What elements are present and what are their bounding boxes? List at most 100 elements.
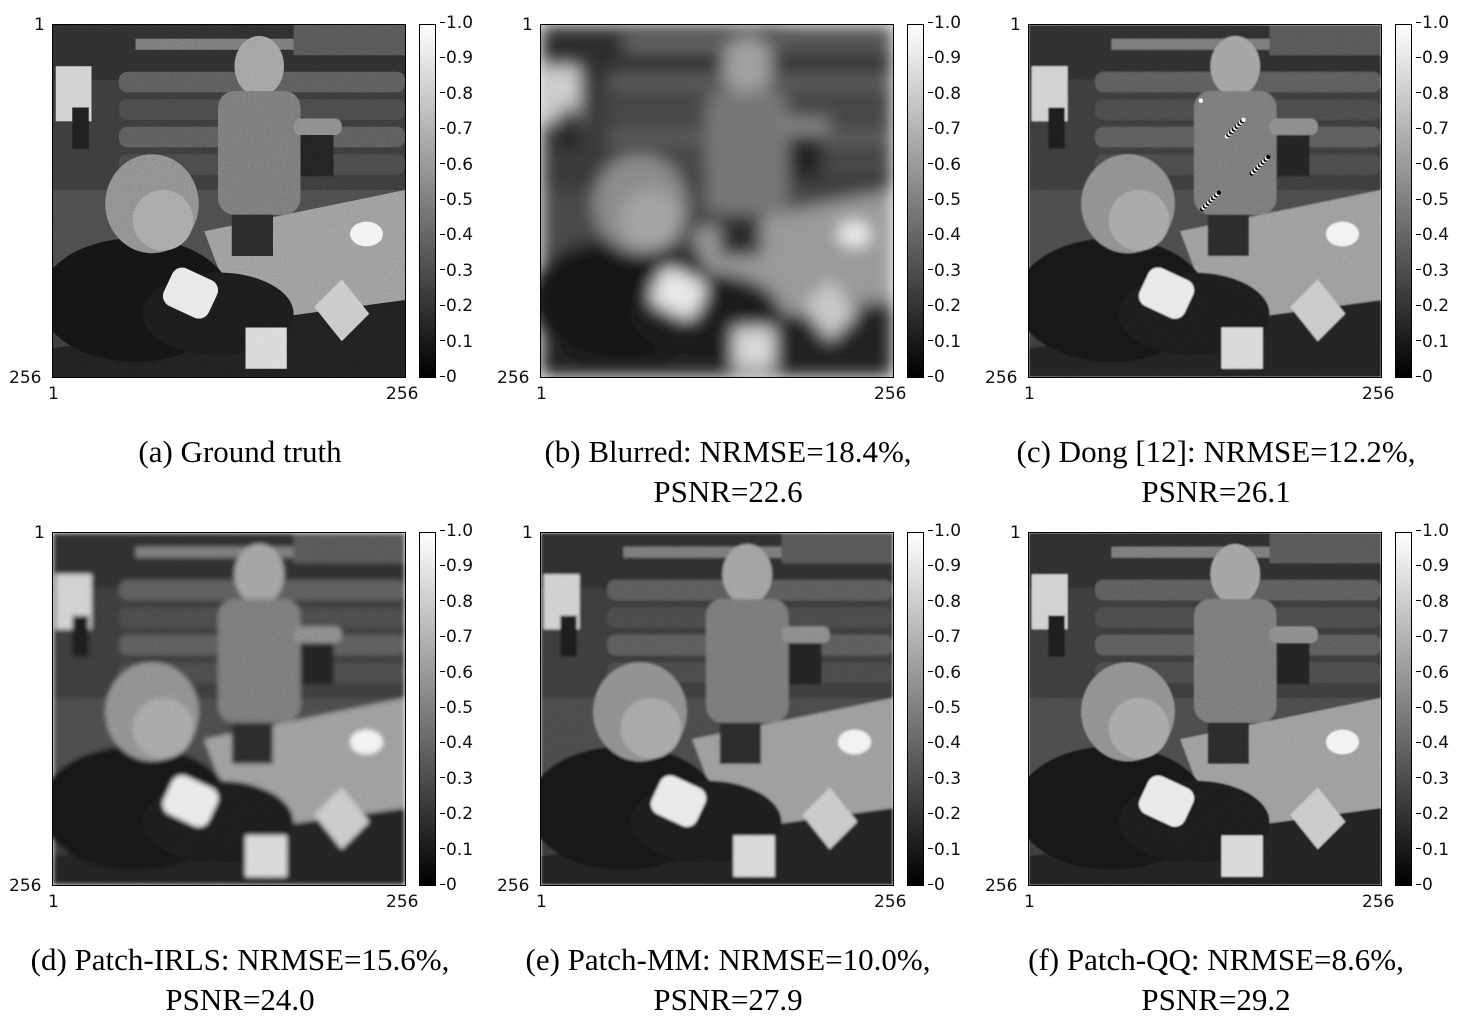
colorbar-tick-label: 0.5: [440, 192, 484, 209]
colorbar-tick-label: 1.0: [1416, 15, 1460, 32]
colorbar-tick-label: 1.0: [1416, 523, 1460, 540]
x-tick-left: 1: [48, 892, 59, 912]
colorbar-tick-label: 0.8: [1416, 593, 1460, 611]
y-tick-bottom: 256: [9, 368, 42, 388]
x-tick-left: 1: [536, 384, 547, 404]
x-tick-left: 1: [1024, 892, 1035, 912]
y-tick-bottom: 256: [985, 368, 1018, 388]
colorbar-tick-label: 0.9: [928, 50, 972, 67]
colorbar-tick-label: 0.3: [440, 770, 484, 788]
x-tick-left: 1: [1024, 384, 1035, 404]
colorbar-tick-label: 0.3: [928, 262, 972, 280]
caption: (d) Patch-IRLS: NRMSE=15.6%, PSNR=24.0: [0, 940, 480, 1020]
x-tick-left: 1: [536, 892, 547, 912]
x-tick-right: 256: [1362, 384, 1395, 404]
colorbar-tick-label: 0.2: [928, 298, 972, 315]
y-tick-top: 1: [522, 523, 533, 543]
colorbar-tick-label: 0: [440, 369, 484, 386]
colorbar-tick-label: 1.0: [440, 15, 484, 32]
colorbar-tick-label: 0.8: [928, 593, 972, 611]
colorbar: [907, 532, 924, 886]
y-tick-top: 1: [34, 15, 45, 35]
caption: (c) Dong [12]: NRMSE=12.2%, PSNR=26.1: [976, 432, 1456, 512]
image: [52, 532, 406, 886]
colorbar-tick-label: 0.9: [440, 50, 484, 67]
colorbar-tick-label: 0.1: [928, 333, 972, 351]
caption: (e) Patch-MM: NRMSE=10.0%, PSNR=27.9: [488, 940, 968, 1020]
x-tick-left: 1: [48, 384, 59, 404]
x-tick-right: 256: [874, 892, 907, 912]
colorbar-tick-label: 0.2: [1416, 806, 1460, 823]
colorbar-tick-label: 0.6: [1416, 664, 1460, 682]
colorbar-tick-label: 0.4: [928, 227, 972, 244]
panel-blurred: 1 256 1 256 1.0 0.9 0.8 0.7 0.6 0.5 0.4 0.3 0.2 0…: [488, 0, 968, 510]
colorbar-tick-label: 0.1: [1416, 333, 1460, 351]
colorbar-tick-label: 0.5: [928, 192, 972, 209]
y-tick-top: 1: [34, 523, 45, 543]
image: [1028, 532, 1382, 886]
y-tick-top: 1: [1010, 523, 1021, 543]
colorbar-tick-label: 0.7: [928, 629, 972, 646]
colorbar-tick-label: 0.7: [440, 629, 484, 646]
colorbar-tick-label: 0.5: [1416, 192, 1460, 209]
caption-line-1: (e) Patch-MM: NRMSE=10.0%,: [525, 942, 931, 977]
colorbar-tick-label: 0.6: [440, 156, 484, 174]
colorbar-tick-label: 1.0: [928, 15, 972, 32]
colorbar-tick-label: 0.2: [928, 806, 972, 823]
colorbar-tick-label: 0: [928, 369, 972, 386]
panel-patch-qq: 1 256 1 256 1.0 0.9 0.8 0.7 0.6 0.5 0.4 0.3 0.2 0…: [976, 508, 1456, 1018]
caption: (a) Ground truth: [0, 432, 480, 472]
panel-dong: 1 256 1 256 1.0 0.9 0.8 0.7 0.6 0.5 0.4 0.3 0.2 0…: [976, 0, 1456, 510]
caption-line-1: (b) Blurred: NRMSE=18.4%,: [544, 434, 912, 469]
colorbar-tick-label: 0.9: [1416, 558, 1460, 575]
caption-line-2: PSNR=27.9: [653, 982, 803, 1017]
colorbar: [419, 532, 436, 886]
colorbar-tick-label: 0.8: [928, 85, 972, 103]
image: [540, 24, 894, 378]
caption-line-1: (c) Dong [12]: NRMSE=12.2%,: [1016, 434, 1416, 469]
colorbar-tick-label: 0.1: [1416, 841, 1460, 859]
colorbar-tick-label: 0.7: [928, 121, 972, 138]
colorbar-tick-label: 0.9: [1416, 50, 1460, 67]
colorbar-tick-label: 0.4: [928, 735, 972, 752]
colorbar-tick-label: 0.5: [1416, 700, 1460, 717]
x-tick-right: 256: [1362, 892, 1395, 912]
y-tick-bottom: 256: [9, 876, 42, 896]
colorbar-tick-label: 0.4: [440, 735, 484, 752]
caption-line-1: (a) Ground truth: [138, 434, 342, 469]
x-tick-right: 256: [386, 892, 419, 912]
image: [1028, 24, 1382, 378]
colorbar: [1395, 24, 1412, 378]
colorbar-tick-label: 0.7: [1416, 121, 1460, 138]
colorbar-tick-label: 0.1: [928, 841, 972, 859]
caption: (f) Patch-QQ: NRMSE=8.6%, PSNR=29.2: [976, 940, 1456, 1020]
colorbar-tick-label: 0.6: [1416, 156, 1460, 174]
colorbar-tick-label: 0.3: [440, 262, 484, 280]
colorbar-tick-label: 0.9: [928, 558, 972, 575]
caption-line-2: PSNR=24.0: [165, 982, 315, 1017]
colorbar-tick-label: 0.7: [440, 121, 484, 138]
colorbar-tick-label: 0.6: [928, 664, 972, 682]
colorbar-tick-label: 0.3: [1416, 770, 1460, 788]
colorbar-tick-label: 0: [440, 877, 484, 894]
colorbar-tick-label: 0.8: [440, 593, 484, 611]
colorbar-tick-label: 0.7: [1416, 629, 1460, 646]
colorbar-tick-label: 0.3: [1416, 262, 1460, 280]
y-tick-top: 1: [1010, 15, 1021, 35]
colorbar-tick-label: 1.0: [928, 523, 972, 540]
caption-line-2: PSNR=22.6: [653, 474, 803, 509]
colorbar-tick-label: 0.9: [440, 558, 484, 575]
caption-line-1: (d) Patch-IRLS: NRMSE=15.6%,: [30, 942, 450, 977]
colorbar-tick-label: 0.2: [440, 298, 484, 315]
colorbar-tick-label: 0.4: [1416, 227, 1460, 244]
panel-patch-irls: 1 256 1 256 1.0 0.9 0.8 0.7 0.6 0.5 0.4 0.3 0.2 0…: [0, 508, 480, 1018]
colorbar-tick-label: 0.4: [1416, 735, 1460, 752]
y-tick-bottom: 256: [497, 876, 530, 896]
colorbar-tick-label: 0.1: [440, 333, 484, 351]
colorbar-tick-label: 1.0: [440, 523, 484, 540]
caption-line-2: PSNR=29.2: [1141, 982, 1291, 1017]
y-tick-top: 1: [522, 15, 533, 35]
caption-line-1: (f) Patch-QQ: NRMSE=8.6%,: [1028, 942, 1404, 977]
colorbar-tick-label: 0.6: [928, 156, 972, 174]
image: [540, 532, 894, 886]
